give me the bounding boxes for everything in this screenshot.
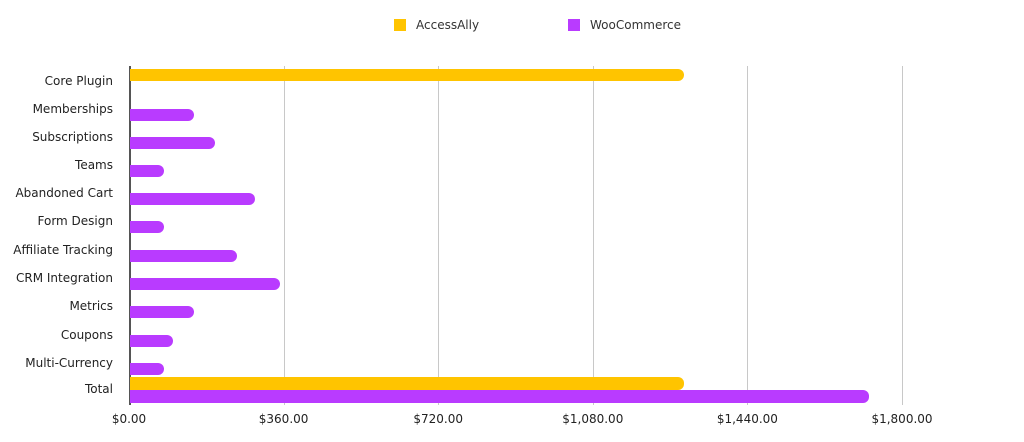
- bar-woocommerce[interactable]: [130, 109, 194, 121]
- category-label: Abandoned Cart: [15, 186, 113, 200]
- category-label: Memberships: [32, 102, 113, 116]
- x-tick-label: $1,800.00: [871, 412, 933, 426]
- bar-woocommerce[interactable]: [130, 335, 173, 347]
- bar-accessally[interactable]: [130, 377, 684, 390]
- bar-accessally[interactable]: [130, 69, 684, 81]
- x-tick-label: $720.00: [413, 412, 463, 426]
- bar-woocommerce[interactable]: [130, 137, 216, 149]
- legend-item-accessally[interactable]: AccessAlly: [394, 18, 479, 32]
- x-tick-label: $1,080.00: [562, 412, 624, 426]
- category-label: Total: [84, 382, 113, 396]
- bar-woocommerce[interactable]: [130, 193, 255, 205]
- category-label: Metrics: [69, 299, 113, 313]
- legend-label: WooCommerce: [590, 18, 681, 32]
- x-tick-label: $360.00: [258, 412, 309, 426]
- category-label: Subscriptions: [32, 130, 113, 144]
- category-label: Teams: [75, 158, 113, 172]
- category-label: Form Design: [37, 214, 113, 228]
- chart-legend: AccessAlly WooCommerce: [0, 18, 1024, 36]
- legend-swatch-accessally: [394, 19, 406, 31]
- gridline: [902, 66, 903, 405]
- gridline: [747, 66, 749, 405]
- gridline: [283, 66, 285, 405]
- category-label: Affiliate Tracking: [13, 243, 113, 257]
- bar-woocommerce[interactable]: [130, 165, 164, 177]
- category-label: CRM Integration: [15, 271, 113, 285]
- category-label: Core Plugin: [44, 74, 113, 88]
- bar-woocommerce[interactable]: [130, 306, 194, 318]
- bar-woocommerce[interactable]: [130, 278, 280, 290]
- bar-woocommerce[interactable]: [130, 390, 869, 403]
- legend-label: AccessAlly: [416, 18, 480, 32]
- x-tick-label: $1,440.00: [716, 412, 778, 426]
- category-label: Coupons: [60, 328, 113, 342]
- bar-woocommerce[interactable]: [130, 363, 164, 375]
- bar-woocommerce[interactable]: [130, 221, 164, 233]
- gridline: [592, 66, 594, 405]
- x-tick-label: $0.00: [111, 412, 147, 426]
- legend-item-woocommerce[interactable]: WooCommerce: [568, 18, 681, 32]
- bar-woocommerce[interactable]: [130, 250, 237, 262]
- gridline: [438, 66, 440, 405]
- legend-swatch-woocommerce: [568, 19, 580, 31]
- y-axis-line: [129, 66, 131, 405]
- plot-area: [129, 66, 929, 405]
- category-label: Multi-Currency: [25, 356, 113, 370]
